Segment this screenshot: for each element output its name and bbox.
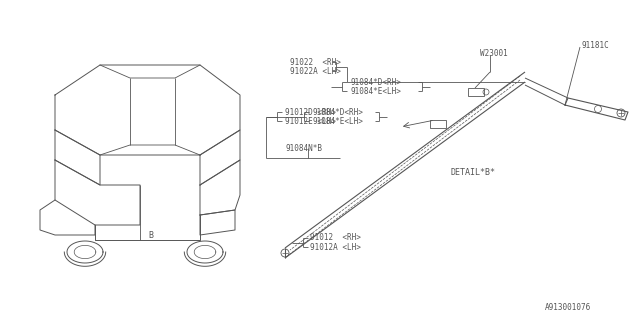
Text: 91012A <LH>: 91012A <LH> [310,243,361,252]
Text: 91012E <LH>: 91012E <LH> [285,116,336,125]
Text: 91181C: 91181C [581,41,609,50]
Text: 91022A <LH>: 91022A <LH> [290,67,341,76]
Text: 91022  <RH>: 91022 <RH> [290,58,341,67]
Text: 91012  <RH>: 91012 <RH> [310,234,361,243]
Text: 91084*D<RH>: 91084*D<RH> [312,108,363,116]
Text: B: B [148,230,153,239]
Text: A913001076: A913001076 [545,303,591,313]
Text: 91084*D<RH>: 91084*D<RH> [350,77,401,86]
FancyBboxPatch shape [430,120,446,128]
Text: 91084*E<LH>: 91084*E<LH> [350,86,401,95]
Text: 91084N*B: 91084N*B [285,143,322,153]
Text: W23001: W23001 [480,49,508,58]
Text: DETAIL*B*: DETAIL*B* [450,167,495,177]
Text: 91012D <RH>: 91012D <RH> [285,108,336,116]
Text: 91084*E<LH>: 91084*E<LH> [312,116,363,125]
FancyBboxPatch shape [468,88,484,96]
